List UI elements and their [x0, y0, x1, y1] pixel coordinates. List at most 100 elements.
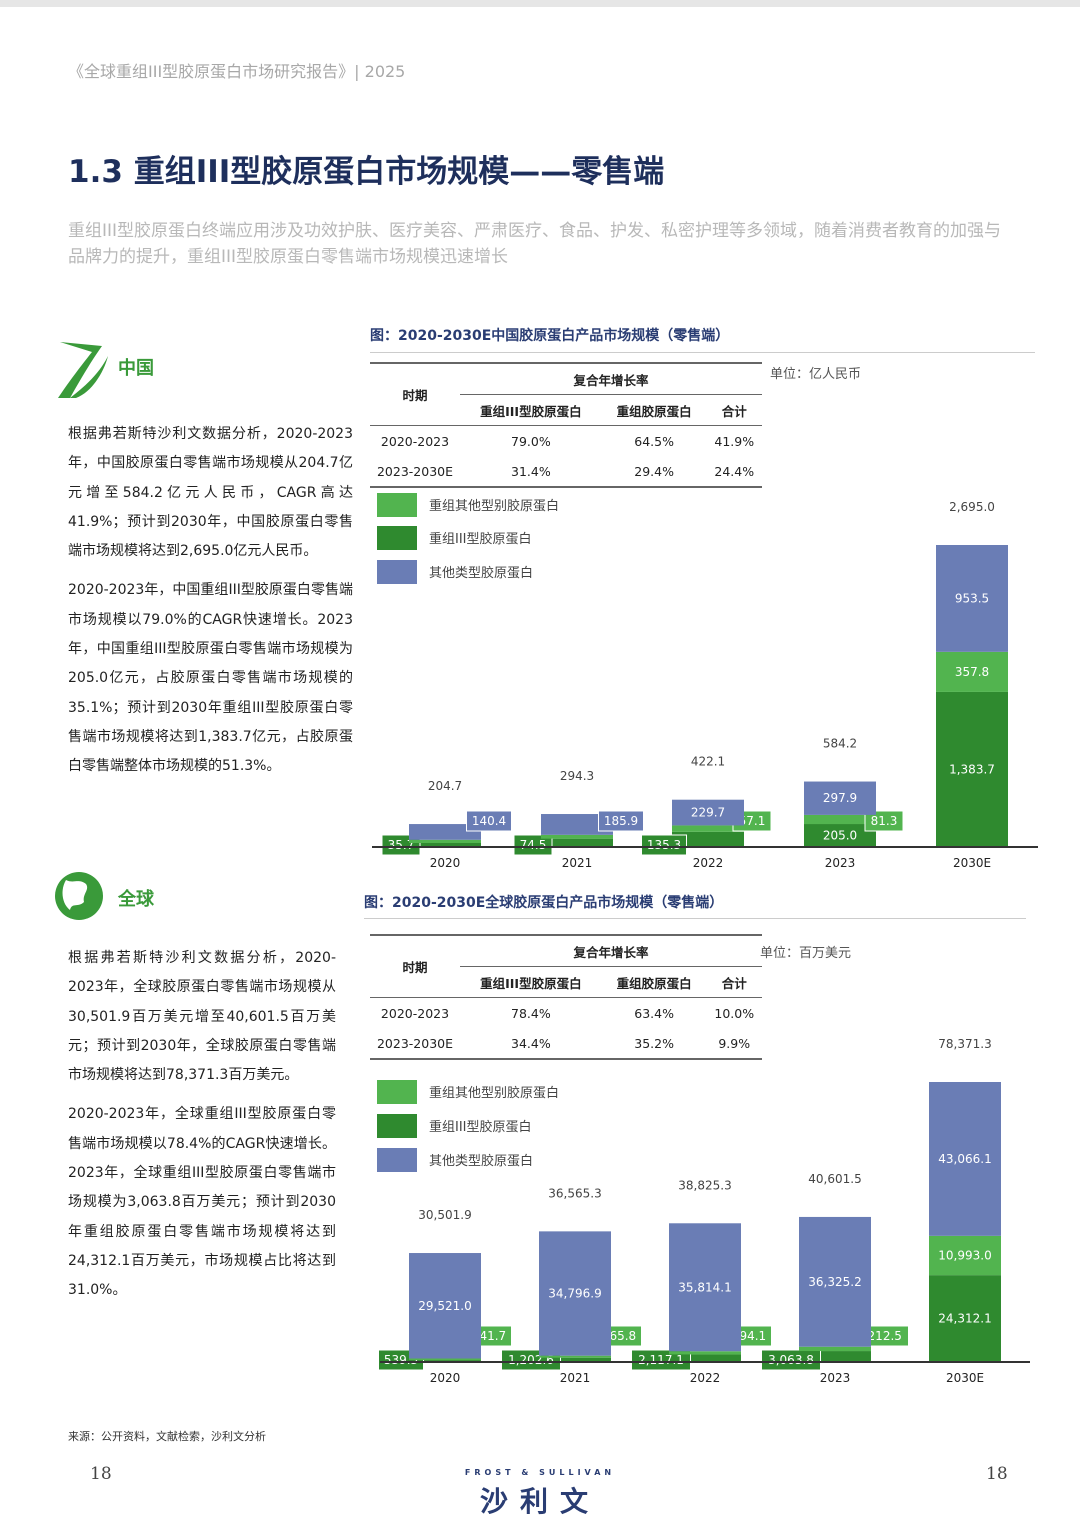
total-label: 38,825.3 [678, 1178, 731, 1192]
data-label: 229.7 [691, 806, 725, 820]
data-label: 29,521.0 [418, 1299, 471, 1313]
legend-label: 重组III型胶原蛋白 [429, 1119, 532, 1135]
bar-segment [804, 824, 876, 847]
bar-segment [936, 691, 1008, 847]
x-tick-label: 2021 [562, 856, 593, 870]
cell: 合计 [721, 975, 747, 991]
cell: 重组胶原蛋白 [616, 403, 692, 419]
legend-swatch [377, 493, 417, 517]
data-label: 205.0 [823, 829, 857, 843]
legend-swatch [377, 526, 417, 550]
data-label: 297.9 [823, 791, 857, 805]
legend-swatch [377, 1114, 417, 1138]
label-box [466, 810, 512, 832]
data-label: 2,117.1 [638, 1353, 684, 1367]
cell: 24.4% [714, 463, 755, 479]
paragraph: 根据弗若斯特沙利文数据分析，2020-2023年，中国胶原蛋白零售端市场规模从2… [68, 426, 353, 560]
x-tick-label: 2021 [560, 1371, 591, 1385]
cell: 9.9% [718, 1035, 751, 1051]
bar-segment [669, 1223, 741, 1352]
header: 《全球重组III型胶原蛋白市场研究报告》| 2025 [68, 62, 406, 81]
data-label: 81.3 [871, 814, 898, 828]
data-label: 3,063.8 [768, 1353, 814, 1367]
section-heading: 全球 [118, 889, 154, 910]
label-box [761, 1349, 821, 1371]
chart-title: 图：2020-2030E全球胶原蛋白产品市场规模（零售端） [364, 895, 724, 911]
bar-segment [929, 1082, 1001, 1236]
cell: 合计 [721, 403, 747, 419]
bar-segment [799, 1216, 871, 1347]
x-tick-label: 2022 [693, 856, 724, 870]
cell: 41.9% [714, 433, 755, 449]
bar-segment [669, 1351, 741, 1355]
data-label: 24,312.1 [938, 1312, 991, 1326]
brand-en: FROST & SULLIVAN [464, 1468, 616, 1477]
data-label: 34,796.9 [548, 1287, 601, 1301]
legend-label: 重组III型胶原蛋白 [429, 531, 532, 547]
bar-segment [409, 1358, 481, 1361]
bar-segment [539, 1357, 611, 1362]
total-label: 294.3 [560, 769, 594, 783]
data-label: 953.5 [955, 591, 989, 605]
legend-label: 重组其他型别胶原蛋白 [429, 498, 559, 514]
cell: 10.0% [714, 1005, 755, 1021]
x-tick-label: 2020 [430, 1371, 461, 1385]
x-tick-label: 2020 [430, 856, 461, 870]
total-label: 40,601.5 [808, 1172, 861, 1186]
section-body: 根据弗若斯特沙利文数据分析，2020-2023年，全球胶原蛋白零售端市场规模从3… [68, 944, 336, 1316]
unit: 单位：亿人民币 [770, 367, 862, 382]
data-label: 10,993.0 [938, 1249, 991, 1263]
bar-segment [929, 1275, 1001, 1362]
bar-segment [799, 1346, 871, 1352]
label-box [641, 834, 687, 856]
rule [370, 352, 1035, 353]
section-heading: 中国 [118, 358, 154, 379]
cell: 78.4% [511, 1005, 551, 1021]
unit: 单位：百万美元 [760, 946, 852, 961]
bar-segment [541, 834, 613, 839]
cell: 重组胶原蛋白 [616, 975, 692, 991]
china-icon [58, 342, 108, 398]
cagr-table: 时期 复合年增长率 重组III型胶原蛋白 重组胶原蛋白 合计 2020-2023 78.… [370, 934, 762, 1060]
legend-label: 重组其他型别胶原蛋白 [429, 1085, 559, 1101]
label-box [598, 810, 644, 832]
data-label: 135.3 [647, 838, 681, 852]
data-label: 57.1 [739, 814, 766, 828]
cell: 2020-2023 [380, 1005, 450, 1021]
total-label: 78,371.3 [938, 1037, 991, 1051]
bar-segment [409, 842, 481, 847]
legend-label: 其他类型胶原蛋白 [429, 1153, 533, 1169]
rule [364, 918, 1026, 919]
data-label: 140.4 [472, 814, 506, 828]
paragraph: 2020-2023年，中国重组III型胶原蛋白零售端市场规模以79.0%的CAG… [68, 582, 353, 775]
title: 1.3 重组III型胶原蛋白市场规模——零售端 [68, 154, 665, 190]
cell: 重组III型胶原蛋白 [480, 975, 582, 991]
x-tick-label: 2030E [953, 856, 991, 870]
data-label: 357.8 [955, 665, 989, 679]
globe-icon [55, 872, 103, 920]
bar-segment [672, 799, 744, 826]
cell: 重组III型胶原蛋白 [480, 403, 582, 419]
cell: 29.4% [634, 463, 674, 479]
bar-segment [804, 814, 876, 825]
label-box [513, 834, 553, 856]
legend-label: 其他类型胶原蛋白 [429, 565, 533, 581]
bar-segment [669, 1354, 741, 1362]
cell: 时期 [370, 934, 460, 998]
cell: 复合年增长率 [460, 934, 762, 967]
bar-segment [539, 1231, 611, 1356]
bar-segment [409, 839, 481, 843]
data-label: 36,325.2 [808, 1275, 861, 1289]
bar-segment [799, 1351, 871, 1362]
total-label: 30,501.9 [418, 1208, 471, 1222]
total-label: 204.7 [428, 779, 462, 793]
legend-swatch [377, 1148, 417, 1172]
x-tick-label: 2022 [690, 1371, 721, 1385]
cell: 31.4% [511, 463, 551, 479]
paragraph: 2020-2023年，全球重组III型胶原蛋白零售端市场规模以78.4%的CAG… [68, 1106, 336, 1299]
bar-segment [541, 814, 613, 835]
bar-segment [409, 1253, 481, 1359]
bar-segment [936, 545, 1008, 652]
cell: 2020-2023 [380, 433, 450, 449]
